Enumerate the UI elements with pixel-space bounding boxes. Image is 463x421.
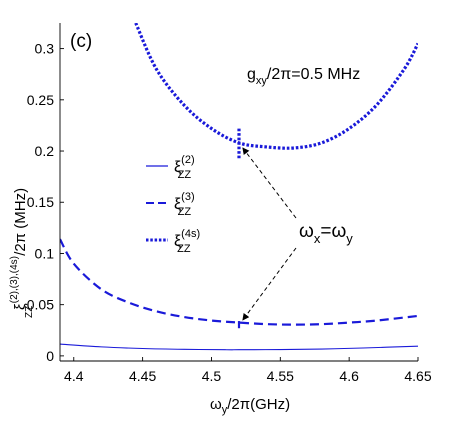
series-line-2 xyxy=(134,23,418,150)
resonance-equals-omega: =ω xyxy=(320,221,346,242)
resonance-sub-x: x xyxy=(314,231,321,246)
legend-label-xi2: ξ(2) ZZ xyxy=(174,154,195,181)
y-tick-label: 0.05 xyxy=(27,297,54,313)
x-axis-label: ωy/2π(GHz) xyxy=(210,396,290,416)
annotation-arrows xyxy=(242,147,297,321)
x-tick-label: 4.6 xyxy=(339,368,359,384)
coupling-annotation: gxy/2π=0.5 MHz xyxy=(247,66,360,87)
x-tick-label: 4.55 xyxy=(267,368,294,384)
coupling-value: /2π=0.5 MHz xyxy=(267,66,360,83)
y-tick-label: 0 xyxy=(46,348,54,364)
legend-label-xi3: ξ(3) ZZ xyxy=(174,191,195,218)
annotation-arrow-0 xyxy=(242,147,297,219)
resonance-omega-x: ω xyxy=(299,221,314,242)
y-tick-label: 0.25 xyxy=(27,92,54,108)
x-tick-label: 4.45 xyxy=(129,368,156,384)
y-axis-label: ξ(2),(3),(4s)ZZ/2π (MHz) xyxy=(9,188,35,318)
resonance-annotation: ωx=ωy xyxy=(299,221,353,246)
x-tick-label: 4.4 xyxy=(64,368,84,384)
series-layer xyxy=(60,23,418,351)
coupling-subscript: xy xyxy=(256,75,268,87)
axes-layer: 4.4 4.45 4.5 4.55 4.6 4.65 0 0.05 0.1 0.15 0.2 0.25… xyxy=(27,23,432,384)
coupling-symbol: g xyxy=(247,66,256,83)
annotation-arrow-1 xyxy=(242,247,297,321)
panel-label: (c) xyxy=(70,31,92,52)
legend: ξ(2) ZZ ξ(3) ZZ ξ(4s) ZZ xyxy=(146,154,200,255)
y-tick-label: 0.1 xyxy=(35,245,55,261)
y-tick-label: 0.15 xyxy=(27,194,54,210)
x-tick-label: 4.65 xyxy=(404,368,431,384)
legend-label-xi4s: ξ(4s) ZZ xyxy=(174,228,200,255)
x-tick-label: 4.5 xyxy=(202,368,222,384)
y-tick-label: 0.2 xyxy=(35,143,55,159)
series-line-0 xyxy=(60,343,418,351)
series-line-1 xyxy=(60,238,418,326)
resonance-sub-y: y xyxy=(346,231,353,246)
y-tick-label: 0.3 xyxy=(35,41,55,57)
